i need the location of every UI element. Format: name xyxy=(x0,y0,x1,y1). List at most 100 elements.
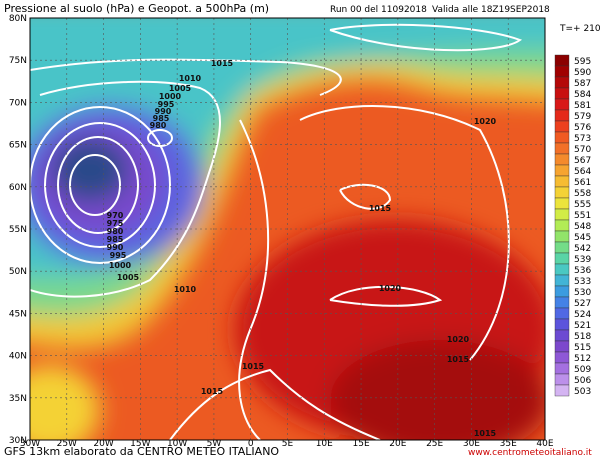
lat-label: 65N xyxy=(9,141,27,151)
colorbar-label: 542 xyxy=(574,244,591,254)
colorbar-label: 555 xyxy=(574,200,591,210)
lon-label: 30E xyxy=(463,439,480,449)
lon-label: 25W xyxy=(57,439,77,449)
lat-label: 35N xyxy=(9,394,27,404)
isobar-label: 1015 xyxy=(211,59,234,68)
colorbar-label: 558 xyxy=(574,189,591,199)
colorbar-swatch xyxy=(554,175,570,188)
colorbar-label: 564 xyxy=(574,167,591,177)
isobar-label: 995 xyxy=(110,251,127,260)
lon-label: 35E xyxy=(500,439,517,449)
isobar-label: 1015 xyxy=(201,387,224,396)
colorbar-label: 545 xyxy=(574,233,591,243)
lon-label: 40E xyxy=(536,439,553,449)
colorbar-swatch xyxy=(554,362,570,375)
colorbar-swatch xyxy=(554,131,570,144)
isobar-label: 1020 xyxy=(447,335,470,344)
isobar-label: 1010 xyxy=(179,74,202,83)
colorbar-label: 584 xyxy=(574,90,591,100)
colorbar-label: 573 xyxy=(574,134,591,144)
colorbar-swatch xyxy=(554,197,570,210)
colorbar-swatch xyxy=(554,120,570,133)
lon-label: 5E xyxy=(282,439,294,449)
isobar-label: 990 xyxy=(155,107,172,116)
footer-website: www.centrometeoitaliano.it xyxy=(468,448,592,458)
colorbar-label: 587 xyxy=(574,79,591,89)
colorbar-label: 595 xyxy=(574,57,591,67)
colorbar-swatch xyxy=(554,109,570,122)
colorbar-label: 579 xyxy=(574,112,591,122)
colorbar-label: 567 xyxy=(574,156,591,166)
colorbar-label: 509 xyxy=(574,365,591,375)
colorbar-label: 503 xyxy=(574,387,591,397)
isobar-label: 970 xyxy=(107,211,124,220)
map-frame xyxy=(29,17,546,441)
colorbar-label: 518 xyxy=(574,332,591,342)
colorbar-swatch xyxy=(554,373,570,386)
colorbar-label: 551 xyxy=(574,211,591,221)
colorbar-swatch xyxy=(554,208,570,221)
isobar-label: 1005 xyxy=(169,84,192,93)
lat-label: 70N xyxy=(9,98,27,108)
lon-label: 20W xyxy=(93,439,113,449)
colorbar-label: 548 xyxy=(574,222,591,232)
isobar-label: 1015 xyxy=(447,355,470,364)
lon-label: 10E xyxy=(316,439,333,449)
colorbar-swatch xyxy=(554,285,570,298)
colorbar-label: 506 xyxy=(574,376,591,386)
colorbar-swatch xyxy=(554,296,570,309)
lat-label: 40N xyxy=(9,352,27,362)
colorbar-label: 570 xyxy=(574,145,591,155)
lon-label: 10W xyxy=(167,439,187,449)
title: Pressione al suolo (hPa) e Geopot. a 500… xyxy=(4,2,269,15)
isobar-label: 1015 xyxy=(474,429,497,438)
isobar-label: 975 xyxy=(107,219,124,228)
lat-label: 55N xyxy=(9,225,27,235)
lat-label: 30N xyxy=(9,436,27,446)
isobar-label: 985 xyxy=(107,235,124,244)
lat-label: 80N xyxy=(9,14,27,24)
colorbar-swatch xyxy=(554,252,570,265)
lon-label: 20E xyxy=(389,439,406,449)
isobar-label: 985 xyxy=(153,114,170,123)
colorbar-swatch xyxy=(554,230,570,243)
isobar-label: 1015 xyxy=(242,362,265,371)
colorbar-label: 524 xyxy=(574,310,591,320)
lat-label: 45N xyxy=(9,309,27,319)
isobar-label: 1005 xyxy=(117,273,140,282)
isobar-label: 1000 xyxy=(109,261,132,270)
colorbar-swatch xyxy=(554,318,570,331)
isobar-label: 1020 xyxy=(379,284,402,293)
colorbar-label: 512 xyxy=(574,354,591,364)
step: T=+ 210 xyxy=(559,24,601,34)
colorbar-label: 530 xyxy=(574,288,591,298)
lon-label: 15E xyxy=(353,439,370,449)
colorbar-swatch xyxy=(554,219,570,232)
lat-label: 60N xyxy=(9,183,27,193)
colorbar-label: 539 xyxy=(574,255,591,265)
colorbar-swatch xyxy=(554,76,570,89)
colorbar-label: 581 xyxy=(574,101,591,111)
valid: Valida alle 18Z19SEP2018 xyxy=(432,5,550,15)
isobar-label: 1020 xyxy=(474,117,497,126)
colorbar-swatch xyxy=(554,307,570,320)
colorbar-swatch xyxy=(554,263,570,276)
colorbar-swatch xyxy=(554,340,570,353)
colorbar-swatch xyxy=(554,98,570,111)
lon-label: 15W xyxy=(130,439,150,449)
footer-source: GFS 13km elaborato da CENTRO METEO ITALI… xyxy=(4,445,279,458)
colorbar-label: 536 xyxy=(574,266,591,276)
lon-label: 25E xyxy=(426,439,443,449)
colorbar-swatch xyxy=(554,65,570,78)
isobar-label: 1010 xyxy=(174,285,197,294)
colorbar-swatch xyxy=(554,142,570,155)
colorbar-label: 521 xyxy=(574,321,591,331)
colorbar-swatch xyxy=(554,186,570,199)
isobar-label: 980 xyxy=(107,227,124,236)
lat-label: 75N xyxy=(9,56,27,66)
isobar-label: 980 xyxy=(150,121,167,130)
colorbar-swatch xyxy=(554,153,570,166)
lat-label: 50N xyxy=(9,267,27,277)
